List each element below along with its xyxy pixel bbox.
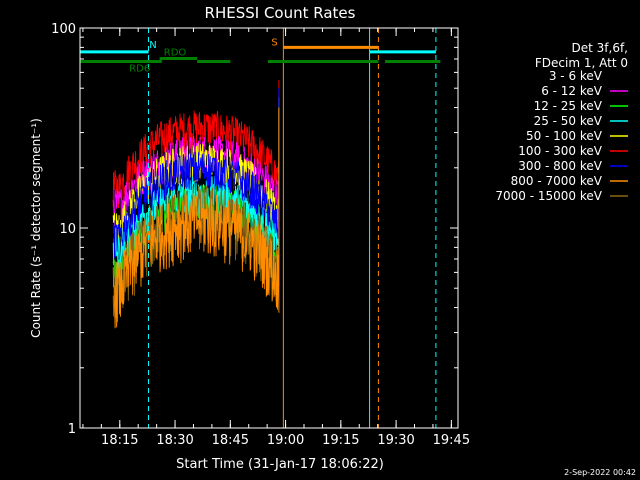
- trace-group: [112, 72, 280, 329]
- series-trace: [112, 97, 280, 268]
- axes-group: 18:15 18:30 18:45 19:00 19:15 19:30 19:45 1 10 10…: [51, 22, 470, 448]
- legend-entry-label: 6 - 12 keV: [541, 84, 603, 98]
- legend-header: FDecim 1, Att 0: [535, 56, 628, 70]
- x-tick-label: 19:45: [433, 433, 470, 448]
- legend-entry-label: 800 - 7000 keV: [511, 174, 603, 188]
- x-tick-label: 19:00: [267, 433, 304, 448]
- legend-entry-label: 25 - 50 keV: [534, 114, 603, 128]
- series-trace: [112, 88, 280, 259]
- chart-title: RHESSI Count Rates: [205, 4, 356, 22]
- annotation-group: N S RD6 RDO: [79, 28, 441, 428]
- saa-label: S: [271, 37, 277, 48]
- legend-entry-label: 12 - 25 keV: [534, 99, 603, 113]
- x-tick-label: 18:15: [101, 433, 138, 448]
- rdo-label: RDO: [164, 47, 187, 58]
- legend-entry-label: 300 - 800 keV: [518, 159, 602, 173]
- legend-header: Det 3f,6f,: [572, 41, 629, 55]
- y-tick-label: 1: [68, 422, 76, 437]
- y-axis-label: Count Rate (s⁻¹ detector segment⁻¹): [29, 118, 43, 338]
- x-axis-label: Start Time (31-Jan-17 18:06:22): [176, 457, 384, 472]
- legend-entry-label: 3 - 6 keV: [549, 69, 603, 83]
- rd6-label: RD6: [129, 63, 150, 74]
- x-tick-label: 19:30: [377, 433, 414, 448]
- x-tick-label: 18:45: [212, 433, 249, 448]
- footer-date: 2-Sep-2022 00:42: [564, 468, 636, 477]
- series-trace: [112, 72, 280, 164]
- night-label: N: [149, 40, 156, 51]
- legend-entry-label: 7000 - 15000 keV: [495, 189, 602, 203]
- series-trace: [112, 79, 280, 209]
- x-tick-label: 19:15: [322, 433, 359, 448]
- y-tick-label: 100: [51, 22, 76, 37]
- legend-entry-label: 50 - 100 keV: [526, 129, 603, 143]
- series-trace: [112, 107, 280, 323]
- y-tick-label: 10: [59, 222, 76, 237]
- legend-entry-label: 100 - 300 keV: [518, 144, 602, 158]
- series-trace: [112, 107, 280, 329]
- x-tick-label: 18:30: [156, 433, 193, 448]
